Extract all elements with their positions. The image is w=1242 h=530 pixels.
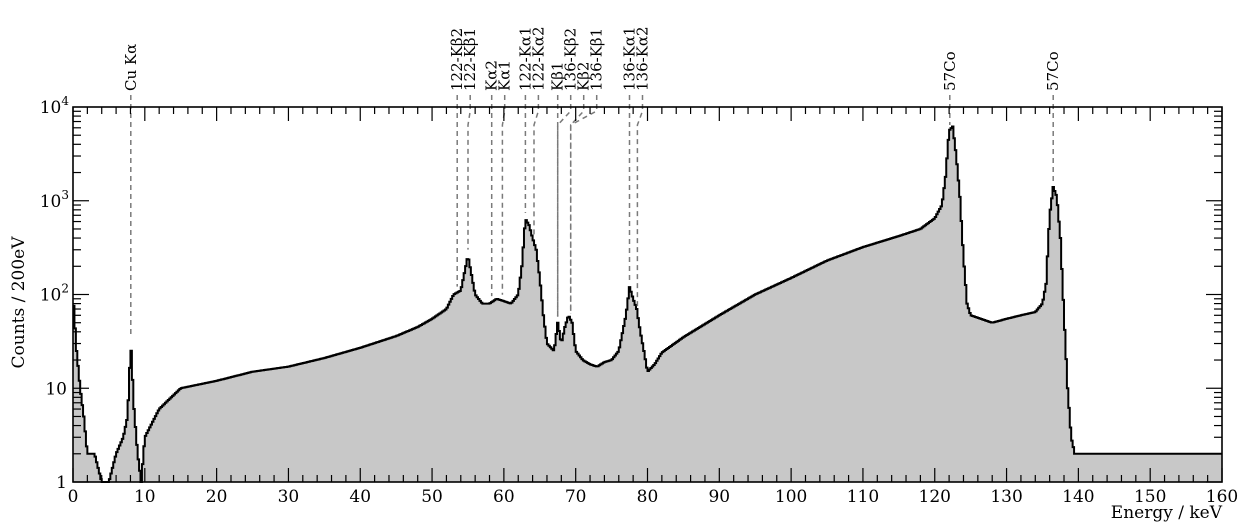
x-tick-label: 50 — [421, 487, 443, 507]
x-tick-label: 0 — [68, 487, 79, 507]
spectrum-area — [73, 126, 1222, 483]
annotation-line — [569, 95, 598, 314]
annotation-label: 122-Kβ1 — [461, 28, 479, 91]
y-tick-label: 104 — [40, 94, 70, 118]
annotation-label: 136-Kα2 — [634, 26, 652, 91]
x-tick-label: 60 — [493, 487, 515, 507]
annotation-label: 122-Kα2 — [529, 26, 547, 91]
x-tick-label: 150 — [1134, 487, 1166, 507]
x-tick-label: 100 — [775, 487, 807, 507]
y-tick-label: 10 — [45, 379, 67, 399]
annotation-label: 122-Kβ2 — [448, 28, 466, 91]
x-tick-label: 70 — [565, 487, 587, 507]
y-tick-label: 1 — [56, 473, 67, 493]
annotation-label: 57Co — [941, 51, 959, 91]
annotation-line — [467, 95, 471, 250]
x-tick-label: 80 — [637, 487, 659, 507]
annotation-label: 122-Kα1 — [516, 26, 534, 91]
x-tick-label: 10 — [134, 487, 156, 507]
x-tick-label: 160 — [1206, 487, 1238, 507]
annotation-line — [501, 95, 506, 295]
plot-frame — [72, 106, 1223, 483]
x-tick-label: 20 — [206, 487, 228, 507]
x-tick-label: 120 — [919, 487, 951, 507]
x-tick-label: 140 — [1062, 487, 1094, 507]
annotation-line — [556, 95, 572, 317]
y-tick-label: 103 — [40, 188, 69, 212]
annotation-line — [569, 95, 585, 314]
annotation-label: Cu Kα — [122, 44, 140, 91]
y-axis-title: Counts / 200eV — [9, 236, 29, 369]
y-tick-label: 102 — [40, 282, 69, 306]
ticks-group — [72, 107, 1223, 483]
annotation-label: 57Co — [1044, 51, 1062, 91]
x-tick-label: 110 — [847, 487, 879, 507]
spectrum-fill-group — [73, 125, 1222, 483]
annotation-label: Kβ2 — [575, 62, 593, 91]
labels-group: 0 10 20 30 40 50 60 70 80 90 100 110 120 130 140 150 160… — [9, 94, 1238, 523]
spectrum-line — [73, 125, 1222, 483]
annotation-label: 136-Kβ2 — [562, 28, 580, 91]
annotation-label: Kα1 — [496, 60, 514, 91]
x-tick-label: 130 — [990, 487, 1022, 507]
frame-group — [72, 106, 1223, 483]
annotation-label: Kα2 — [483, 60, 501, 91]
annotation-line — [636, 95, 644, 308]
x-tick-label: 30 — [278, 487, 300, 507]
x-tick-label: 90 — [708, 487, 730, 507]
annotation-label: 136-Kβ1 — [588, 28, 606, 91]
annotation-line — [533, 95, 540, 237]
annotation-label: 136-Kα1 — [621, 26, 639, 91]
x-tick-label: 40 — [349, 487, 371, 507]
x-axis-title: Energy / keV — [1111, 503, 1223, 523]
annotation-label: Kβ1 — [549, 62, 567, 91]
